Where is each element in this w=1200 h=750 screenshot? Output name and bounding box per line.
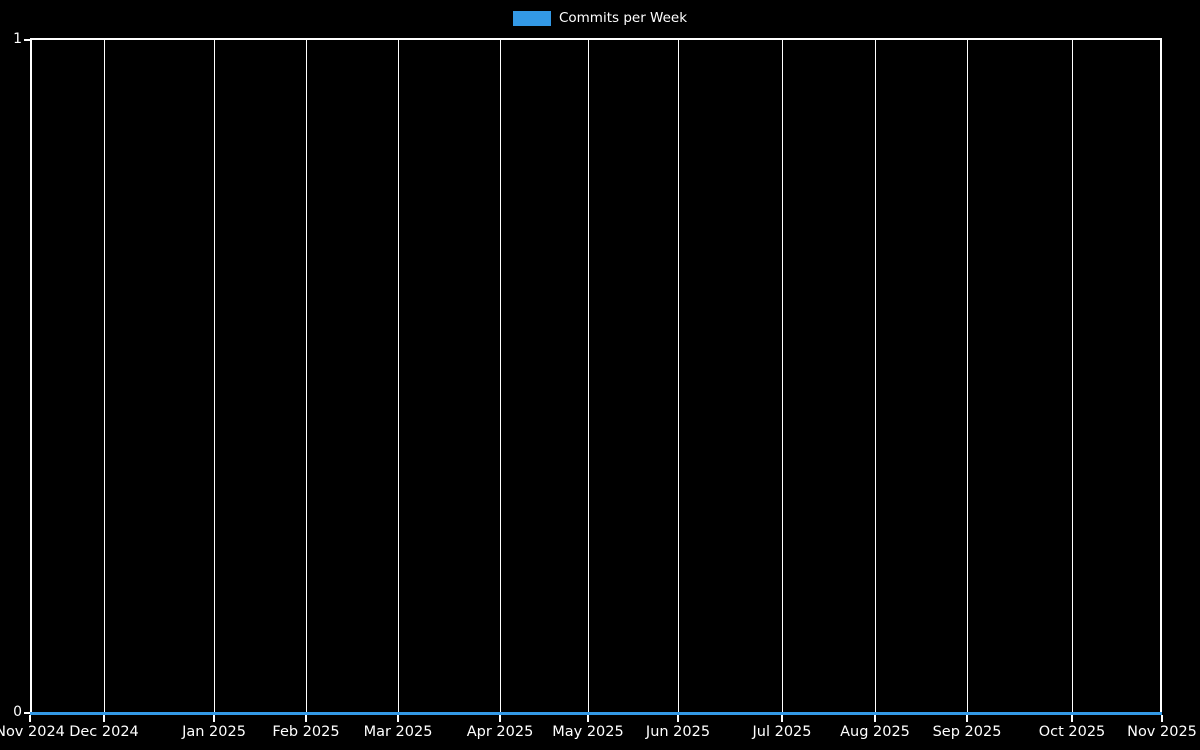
gridline-vertical [500,40,501,714]
x-axis-tick-mark [781,715,783,722]
x-axis-tick-label: Jun 2025 [645,724,711,740]
x-axis-tick-mark [397,715,399,722]
x-axis-tick-label: Apr 2025 [466,724,534,740]
gridline-vertical [875,40,876,714]
gridline-vertical [967,40,968,714]
x-axis-tick-label: Oct 2025 [1038,724,1106,740]
legend-label-commits-per-week: Commits per Week [558,9,688,26]
x-axis-tick-label: Nov 2025 [1127,724,1197,740]
x-axis-tick-label: Feb 2025 [272,724,340,740]
x-axis-tick-mark [966,715,968,722]
gridline-vertical [214,40,215,714]
y-axis-tick-label: 1 [13,31,22,47]
series-line-commits-per-week [30,712,1162,715]
x-axis-tick-label: Mar 2025 [363,724,433,740]
chart-legend: Commits per Week [0,4,1200,32]
x-axis-tick-mark [677,715,679,722]
gridline-vertical [104,40,105,714]
x-axis-tick-label: Nov 2024 [0,724,65,740]
y-axis-spine [30,38,32,714]
y-axis-tick-mark [24,712,30,714]
x-axis-tick-label: Dec 2024 [69,724,139,740]
gridline-vertical [588,40,589,714]
x-axis-tick-mark [499,715,501,722]
x-axis-tick-mark [103,715,105,722]
x-axis-tick-label: May 2025 [552,724,624,740]
plot-right-spine [1160,38,1162,714]
gridline-vertical [306,40,307,714]
x-axis-tick-label: Aug 2025 [840,724,910,740]
x-axis-tick-mark [587,715,589,722]
gridline-vertical [678,40,679,714]
x-axis-tick-mark [213,715,215,722]
y-axis-tick-mark [24,39,30,41]
x-axis-tick-label: Sep 2025 [932,724,1002,740]
x-axis-tick-label: Jan 2025 [182,724,246,740]
x-axis-tick-mark [874,715,876,722]
x-axis-tick-mark [305,715,307,722]
x-axis-tick-mark [1161,715,1163,722]
gridline-vertical [782,40,783,714]
x-axis-tick-mark [1071,715,1073,722]
gridline-vertical [398,40,399,714]
y-axis-tick-label: 0 [13,704,22,720]
x-axis-tick-mark [29,715,31,722]
legend-color-swatch [512,10,551,26]
x-axis-tick-label: Jul 2025 [752,724,812,740]
plot-area [30,38,1162,714]
gridline-vertical [1072,40,1073,714]
